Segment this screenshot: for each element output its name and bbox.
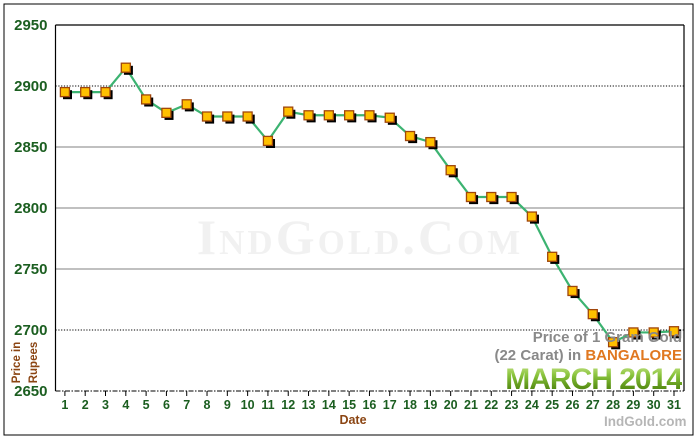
svg-text:9: 9 <box>224 398 231 412</box>
svg-text:13: 13 <box>302 398 316 412</box>
svg-text:11: 11 <box>261 398 274 412</box>
svg-text:29: 29 <box>626 398 640 412</box>
svg-text:25: 25 <box>545 398 559 412</box>
svg-text:2850: 2850 <box>14 139 47 156</box>
svg-text:Date: Date <box>339 413 366 427</box>
svg-text:21: 21 <box>464 398 478 412</box>
svg-text:18: 18 <box>403 398 417 412</box>
svg-text:23: 23 <box>505 398 519 412</box>
svg-text:12: 12 <box>281 398 295 412</box>
svg-text:31: 31 <box>667 398 681 412</box>
svg-text:5: 5 <box>143 398 150 412</box>
svg-text:10: 10 <box>241 398 255 412</box>
svg-text:15: 15 <box>342 398 356 412</box>
svg-text:Rupees: Rupees <box>28 342 40 384</box>
svg-text:14: 14 <box>322 398 336 412</box>
svg-text:Price in: Price in <box>11 342 23 384</box>
svg-text:2900: 2900 <box>14 78 47 95</box>
svg-text:26: 26 <box>566 398 580 412</box>
svg-text:28: 28 <box>606 398 620 412</box>
svg-text:7: 7 <box>183 398 190 412</box>
svg-text:2700: 2700 <box>14 322 47 339</box>
svg-text:20: 20 <box>444 398 458 412</box>
svg-text:6: 6 <box>163 398 170 412</box>
svg-text:2800: 2800 <box>14 200 47 217</box>
svg-text:30: 30 <box>647 398 661 412</box>
svg-text:2950: 2950 <box>14 17 47 34</box>
svg-text:1: 1 <box>61 398 68 412</box>
svg-text:4: 4 <box>122 398 129 412</box>
svg-text:3: 3 <box>102 398 109 412</box>
svg-text:27: 27 <box>586 398 600 412</box>
svg-text:16: 16 <box>362 398 376 412</box>
svg-text:19: 19 <box>423 398 437 412</box>
svg-text:2: 2 <box>82 398 89 412</box>
svg-text:17: 17 <box>383 398 397 412</box>
svg-text:2750: 2750 <box>14 261 47 278</box>
svg-text:8: 8 <box>204 398 211 412</box>
svg-text:2650: 2650 <box>14 383 47 400</box>
svg-text:24: 24 <box>525 398 539 412</box>
svg-text:22: 22 <box>484 398 498 412</box>
